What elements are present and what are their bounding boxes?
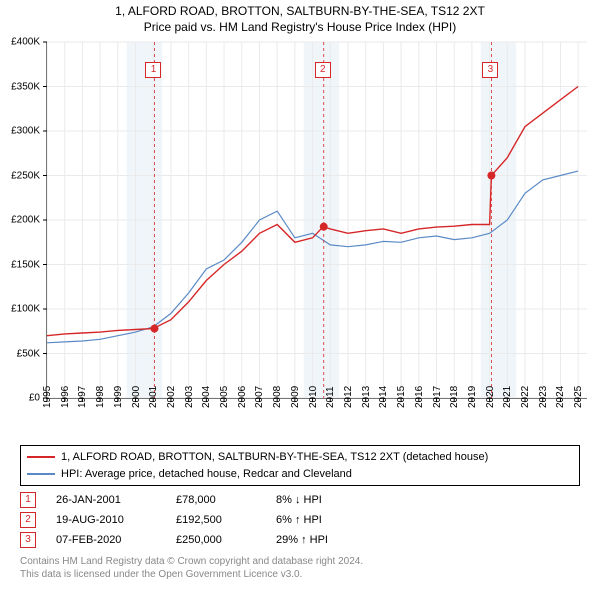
- x-tick-label: 2009: [290, 386, 301, 408]
- footer-line-2: This data is licensed under the Open Gov…: [20, 568, 363, 581]
- legend-label: 1, ALFORD ROAD, BROTTON, SALTBURN-BY-THE…: [61, 449, 488, 466]
- event-date: 26-JAN-2001: [56, 494, 176, 506]
- x-tick-label: 2014: [378, 386, 389, 408]
- x-tick-label: 2024: [555, 386, 566, 408]
- title-line-2: Price paid vs. HM Land Registry's House …: [0, 20, 600, 36]
- x-tick-label: 2007: [254, 386, 265, 408]
- y-tick-label: £400K: [11, 37, 40, 48]
- x-tick-label: 1998: [95, 386, 106, 408]
- chart-container: 1, ALFORD ROAD, BROTTON, SALTBURN-BY-THE…: [0, 0, 600, 590]
- event-badge: 2: [20, 512, 36, 528]
- x-tick-label: 2019: [467, 386, 478, 408]
- event-price: £78,000: [176, 494, 276, 506]
- x-tick-label: 2020: [485, 386, 496, 408]
- y-tick-label: £200K: [11, 215, 40, 226]
- x-tick-label: 2003: [184, 386, 195, 408]
- legend-label: HPI: Average price, detached house, Redc…: [61, 466, 352, 483]
- event-date: 07-FEB-2020: [56, 534, 176, 546]
- plot-region: [46, 42, 587, 399]
- y-tick-label: £100K: [11, 304, 40, 315]
- x-tick-label: 2001: [148, 386, 159, 408]
- x-tick-label: 2008: [272, 386, 283, 408]
- event-pct: 8% ↓ HPI: [276, 494, 396, 506]
- x-tick-label: 1996: [60, 386, 71, 408]
- y-tick-label: £50K: [17, 348, 40, 359]
- event-row: 3 07-FEB-2020£250,00029% ↑ HPI: [20, 530, 396, 550]
- x-tick-label: 2012: [343, 386, 354, 408]
- x-tick-label: 2017: [432, 386, 443, 408]
- sale-marker-badge: 2: [315, 62, 331, 78]
- legend-swatch: [27, 456, 55, 458]
- legend-swatch: [27, 473, 55, 475]
- sale-marker-badge: 3: [482, 62, 498, 78]
- chart-title: 1, ALFORD ROAD, BROTTON, SALTBURN-BY-THE…: [0, 0, 600, 35]
- event-row: 1 26-JAN-2001£78,0008% ↓ HPI: [20, 490, 396, 510]
- x-tick-label: 2023: [538, 386, 549, 408]
- x-tick-label: 2013: [361, 386, 372, 408]
- event-badge: 1: [20, 492, 36, 508]
- y-tick-label: £300K: [11, 126, 40, 137]
- x-tick-label: 2004: [201, 386, 212, 408]
- y-tick-label: £350K: [11, 81, 40, 92]
- event-row: 2 19-AUG-2010£192,5006% ↑ HPI: [20, 510, 396, 530]
- title-line-1: 1, ALFORD ROAD, BROTTON, SALTBURN-BY-THE…: [0, 4, 600, 20]
- legend-row: HPI: Average price, detached house, Redc…: [27, 466, 573, 483]
- y-tick-label: £150K: [11, 259, 40, 270]
- x-tick-label: 1999: [113, 386, 124, 408]
- event-price: £192,500: [176, 514, 276, 526]
- y-tick-label: £250K: [11, 170, 40, 181]
- y-tick-label: £0: [29, 393, 40, 404]
- legend-row: 1, ALFORD ROAD, BROTTON, SALTBURN-BY-THE…: [27, 449, 573, 466]
- x-tick-label: 2011: [325, 386, 336, 408]
- x-tick-label: 2016: [414, 386, 425, 408]
- x-tick-label: 2006: [237, 386, 248, 408]
- sale-events-table: 1 26-JAN-2001£78,0008% ↓ HPI 2 19-AUG-2010£…: [20, 490, 396, 550]
- event-price: £250,000: [176, 534, 276, 546]
- event-pct: 29% ↑ HPI: [276, 534, 396, 546]
- footer-line-1: Contains HM Land Registry data © Crown c…: [20, 555, 363, 568]
- x-tick-label: 2015: [396, 386, 407, 408]
- event-pct: 6% ↑ HPI: [276, 514, 396, 526]
- sale-marker-badge: 1: [145, 62, 161, 78]
- event-badge: 3: [20, 532, 36, 548]
- x-tick-label: 1997: [77, 386, 88, 408]
- x-tick-label: 2002: [166, 386, 177, 408]
- x-tick-label: 2005: [219, 386, 230, 408]
- footer-attribution: Contains HM Land Registry data © Crown c…: [20, 555, 363, 581]
- x-tick-label: 2010: [308, 386, 319, 408]
- x-tick-label: 1995: [42, 386, 53, 408]
- x-tick-label: 2000: [131, 386, 142, 408]
- chart-area: £0£50K£100K£150K£200K£250K£300K£350K£400…: [46, 42, 586, 422]
- x-tick-label: 2018: [449, 386, 460, 408]
- legend-box: 1, ALFORD ROAD, BROTTON, SALTBURN-BY-THE…: [20, 445, 580, 486]
- x-tick-label: 2021: [502, 386, 513, 408]
- x-tick-label: 2022: [520, 386, 531, 408]
- plot-svg: [47, 42, 587, 398]
- x-tick-label: 2025: [573, 386, 584, 408]
- event-date: 19-AUG-2010: [56, 514, 176, 526]
